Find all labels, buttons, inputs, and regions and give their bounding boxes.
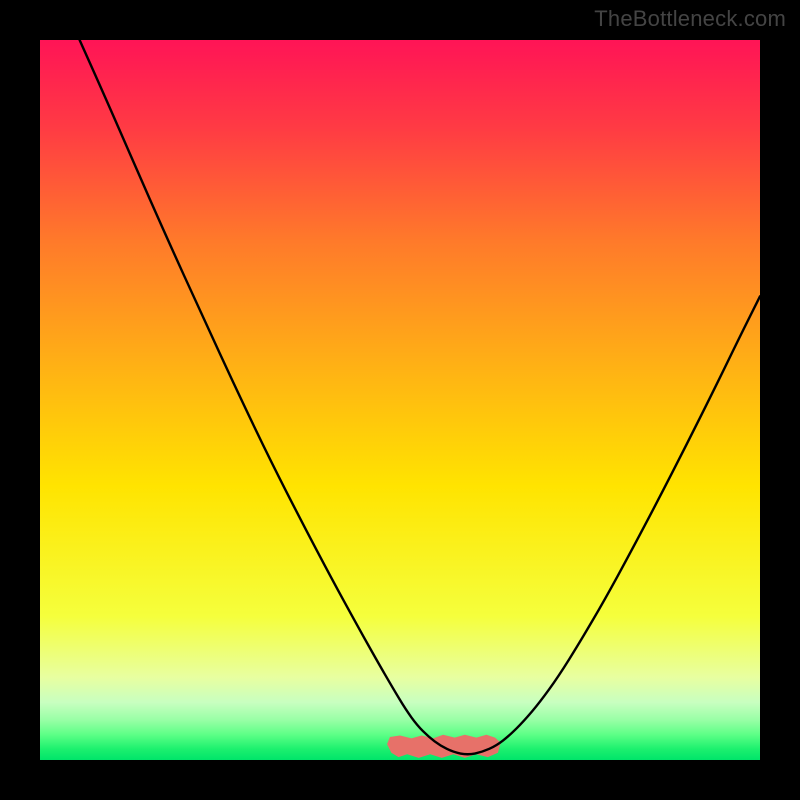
chart-svg (0, 0, 800, 800)
plot-background (40, 40, 760, 760)
watermark-text: TheBottleneck.com (594, 6, 786, 32)
chart-stage: TheBottleneck.com (0, 0, 800, 800)
